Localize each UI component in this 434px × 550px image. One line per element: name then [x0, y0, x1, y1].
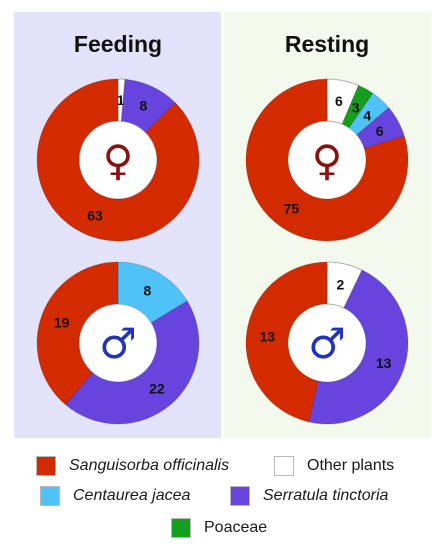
slice-label-resting-female-poaceae: 3 — [352, 99, 360, 115]
slice-label-resting-female-centaurea-jacea: 4 — [363, 108, 371, 124]
male-symbol-icon-feeding: ♂ — [99, 319, 137, 368]
slice-feeding-female-other-plants — [117, 78, 126, 122]
slice-feeding-male-serratula-tinctoria — [64, 300, 200, 425]
slice-label-resting-male-other-plants: 2 — [336, 277, 344, 293]
legend-label-centaurea: Centaurea jacea — [73, 487, 191, 504]
legend-swatch-other-plants — [274, 456, 294, 476]
slice-label-feeding-male-sanguisorba-officinalis: 19 — [54, 314, 70, 330]
slice-resting-female-serratula-tinctoria — [356, 106, 405, 150]
slice-label-resting-female-other-plants: 6 — [335, 93, 343, 109]
legend-item-sanguisorba: Sanguisorba officinalis — [36, 454, 229, 478]
slice-label-resting-female-sanguisorba-officinalis: 75 — [284, 200, 300, 216]
legend-item-poaceae: Poaceae — [171, 516, 267, 540]
female-symbol-icon-feeding: ♀ — [103, 136, 134, 185]
slice-label-feeding-female-serratula-tinctoria: 8 — [139, 98, 147, 114]
legend-label-sanguisorba: Sanguisorba officinalis — [69, 457, 230, 474]
donut-hole-resting-female — [289, 122, 365, 198]
legend-item-serratula: Serratula tinctoria — [230, 484, 388, 508]
legend-label-poaceae: Poaceae — [204, 519, 268, 536]
donut-hole-feeding-male — [80, 305, 156, 381]
legend-item-centaurea: Centaurea jacea — [40, 484, 190, 508]
legend-swatch-serratula — [230, 486, 250, 506]
panel-feeding-title: Feeding — [74, 31, 162, 57]
slice-feeding-female-serratula-tinctoria — [120, 78, 176, 134]
slice-label-feeding-female-sanguisorba-officinalis: 63 — [87, 207, 103, 223]
slice-resting-female-centaurea-jacea — [348, 92, 390, 136]
legend-swatch-poaceae — [171, 518, 191, 538]
slice-label-resting-female-serratula-tinctoria: 6 — [376, 123, 384, 139]
slice-label-feeding-female-other-plants: 1 — [117, 92, 125, 108]
slice-label-resting-male-sanguisorba-officinalis: 13 — [260, 328, 276, 344]
slice-label-feeding-male-serratula-tinctoria: 22 — [149, 381, 165, 397]
slice-feeding-male-centaurea-jacea — [117, 261, 188, 324]
legend-swatch-sanguisorba — [36, 456, 56, 476]
legend-label-other-plants: Other plants — [307, 457, 395, 474]
male-symbol-icon-resting: ♂ — [308, 319, 346, 368]
legend-label-serratula: Serratula tinctoria — [263, 487, 389, 504]
legend-swatch-centaurea — [40, 486, 60, 506]
slice-label-resting-male-serratula-tinctoria: 13 — [376, 355, 392, 371]
slice-feeding-female-sanguisorba-officinalis — [36, 78, 200, 242]
slice-resting-male-sanguisorba-officinalis — [245, 261, 328, 423]
slice-resting-male-serratula-tinctoria — [308, 269, 409, 425]
slice-label-feeding-male-centaurea-jacea: 8 — [144, 283, 152, 299]
donut-hole-feeding-female — [80, 122, 156, 198]
slice-feeding-male-sanguisorba-officinalis — [36, 261, 119, 406]
panel-resting-title: Resting — [285, 31, 369, 57]
donut-hole-resting-male — [289, 305, 365, 381]
slice-resting-female-sanguisorba-officinalis — [245, 78, 409, 242]
female-symbol-icon-resting: ♀ — [312, 136, 343, 185]
legend-item-other-plants: Other plants — [274, 454, 394, 478]
